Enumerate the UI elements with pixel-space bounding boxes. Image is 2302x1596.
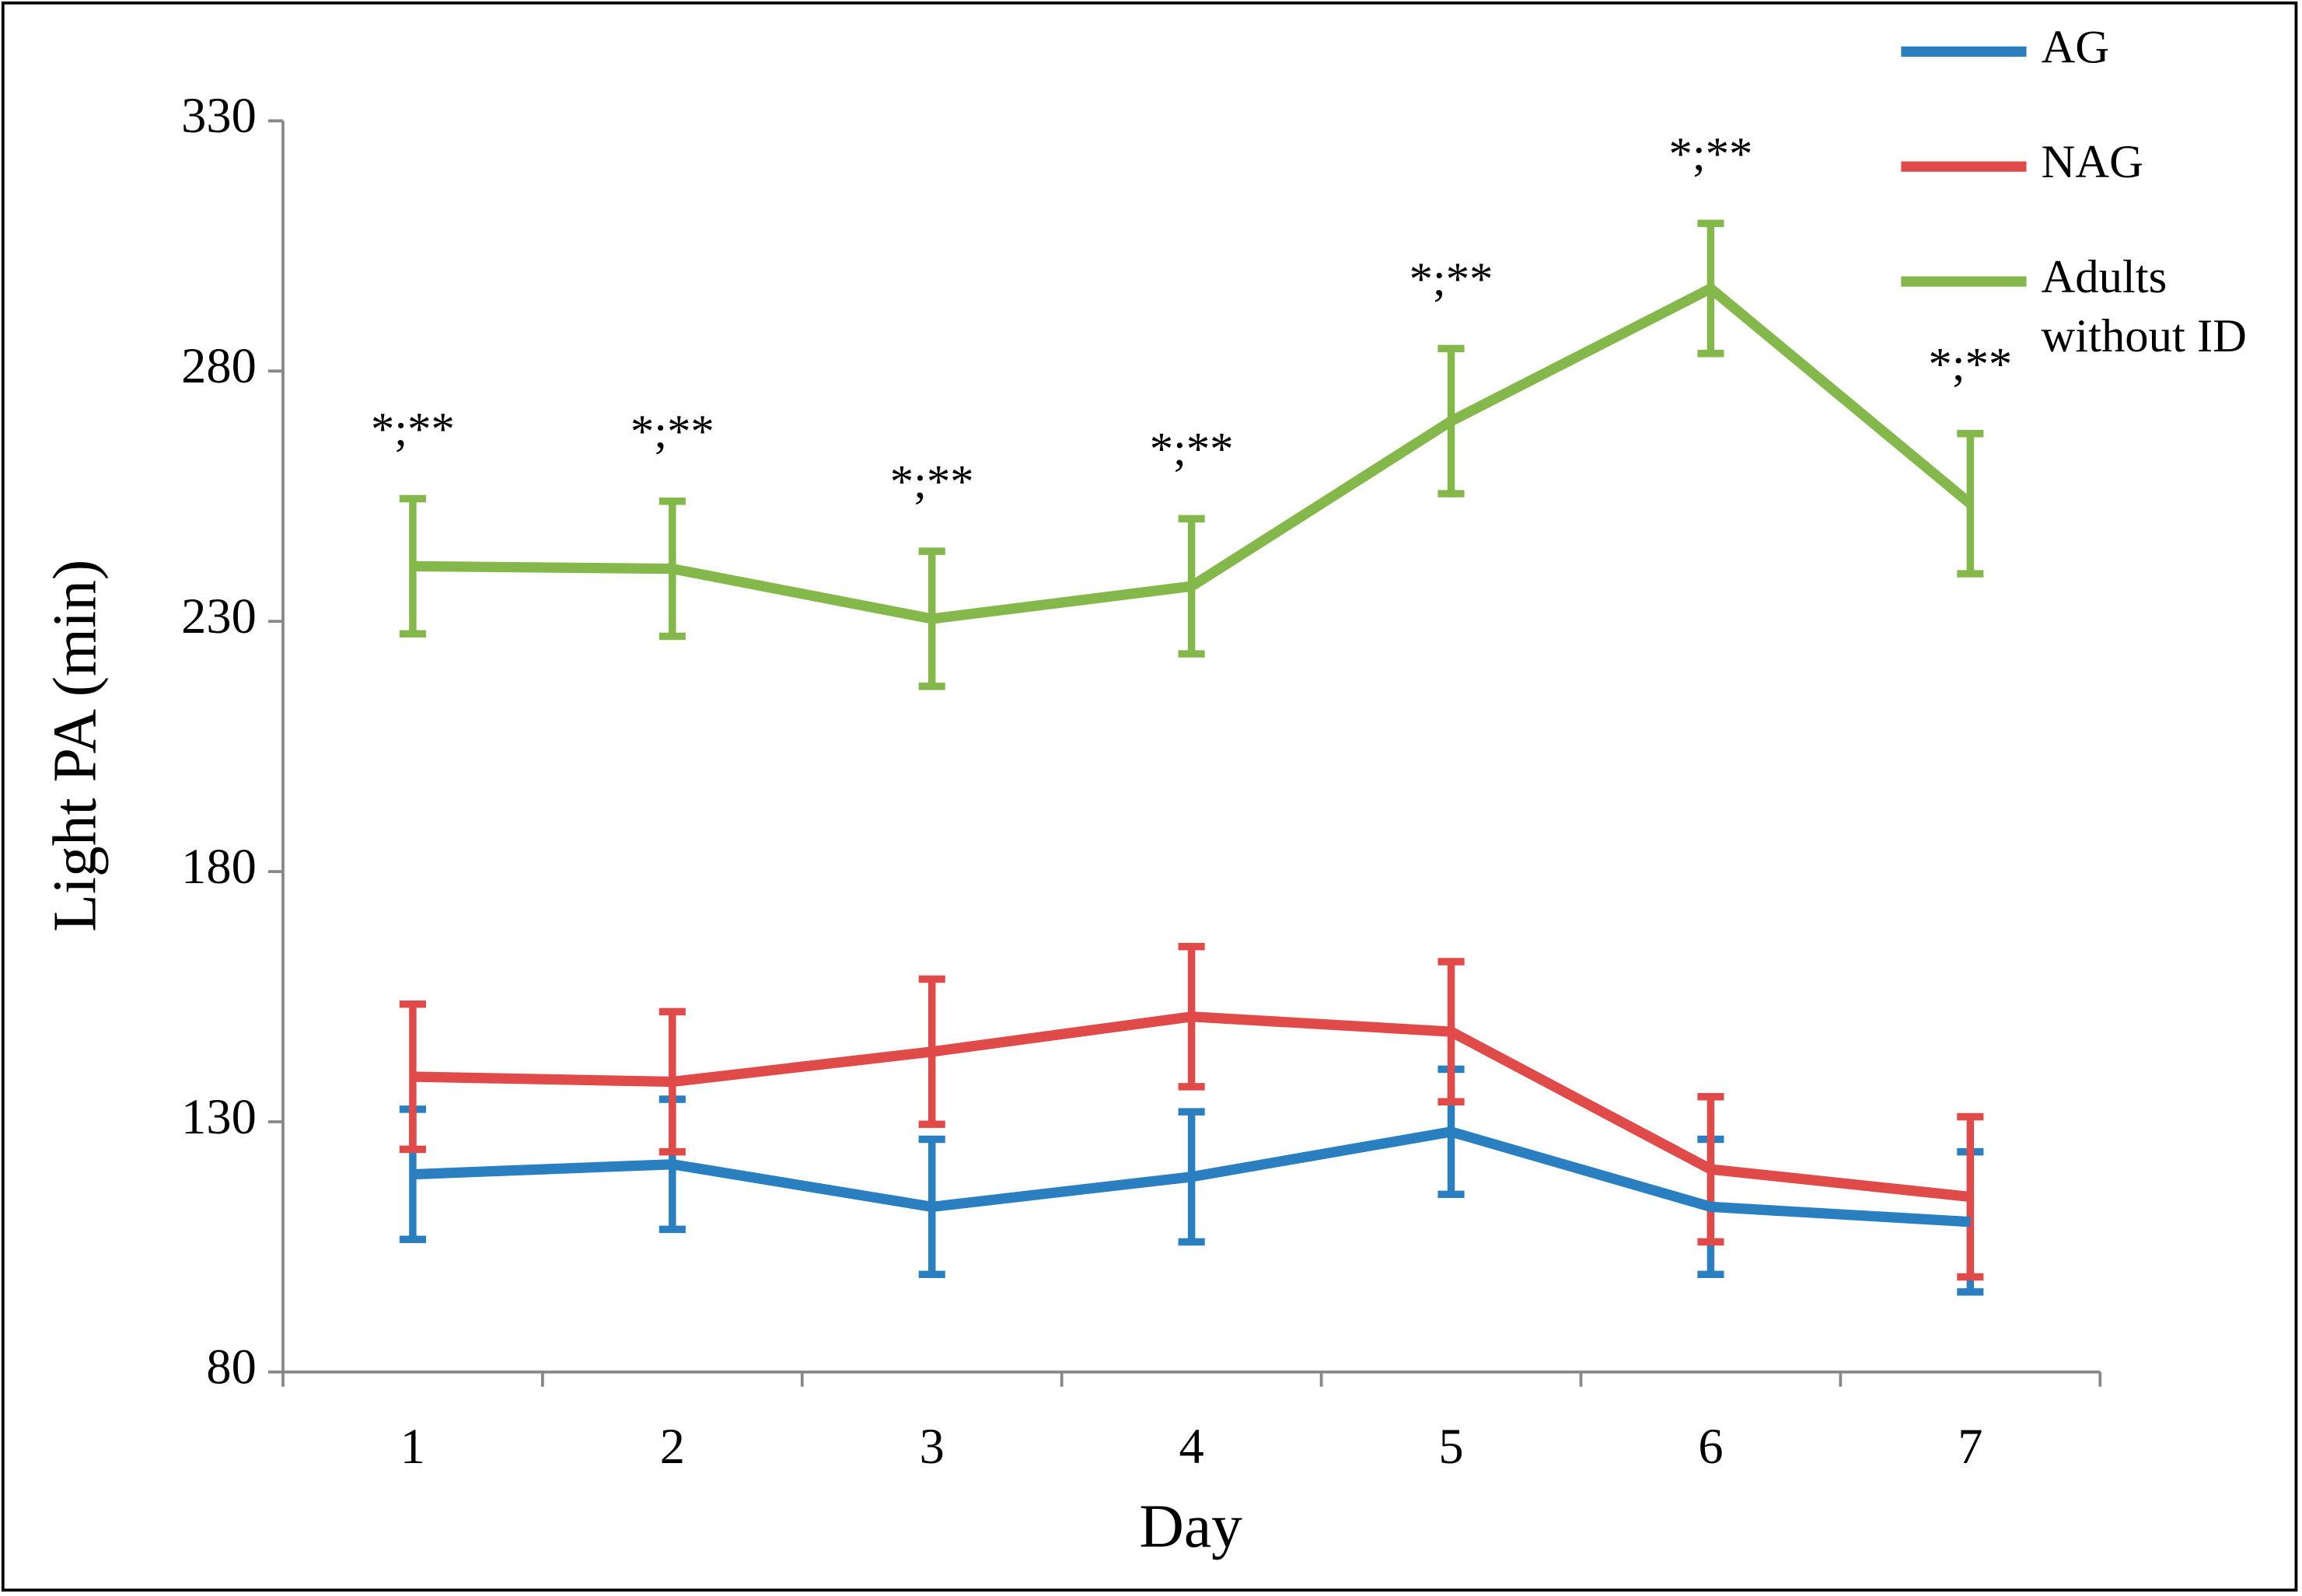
x-axis-title: Day xyxy=(1139,1493,1242,1561)
series-line xyxy=(412,283,1974,624)
y-tick-label: 230 xyxy=(181,588,257,644)
x-tick-label: 6 xyxy=(1698,1419,1723,1474)
x-tick-label: 4 xyxy=(1179,1419,1204,1474)
x-tick-label: 1 xyxy=(400,1419,425,1474)
y-tick-label: 130 xyxy=(181,1089,257,1144)
annotation: *;** xyxy=(371,403,455,456)
y-tick-label: 330 xyxy=(181,88,257,143)
x-tick-label: 7 xyxy=(1958,1419,1982,1474)
legend-label-line: Adults xyxy=(2041,251,2178,303)
y-tick-label: 280 xyxy=(181,338,257,393)
y-tick-label: 80 xyxy=(206,1339,256,1395)
annotation: *;** xyxy=(631,406,714,458)
series-line xyxy=(412,1011,1972,1203)
annotation: *;** xyxy=(890,456,974,508)
legend-label: Adults without ID xyxy=(2041,251,2247,362)
annotation: *;** xyxy=(1928,338,2012,390)
legend-label: NAG xyxy=(2041,136,2143,188)
y-axis-title: Light PA (min) xyxy=(41,560,110,932)
x-tick-label: 3 xyxy=(920,1419,945,1474)
annotation: *;** xyxy=(1409,253,1493,306)
annotation: *;** xyxy=(1150,424,1234,476)
x-tick-label: 2 xyxy=(660,1419,685,1474)
series-line xyxy=(412,1126,1971,1228)
y-tick-label: 180 xyxy=(181,839,257,894)
annotation: *;** xyxy=(1669,128,1753,180)
legend-label-line: without ID xyxy=(2041,310,2247,362)
legend-label: AG xyxy=(2041,21,2109,73)
x-tick-label: 5 xyxy=(1438,1419,1463,1474)
